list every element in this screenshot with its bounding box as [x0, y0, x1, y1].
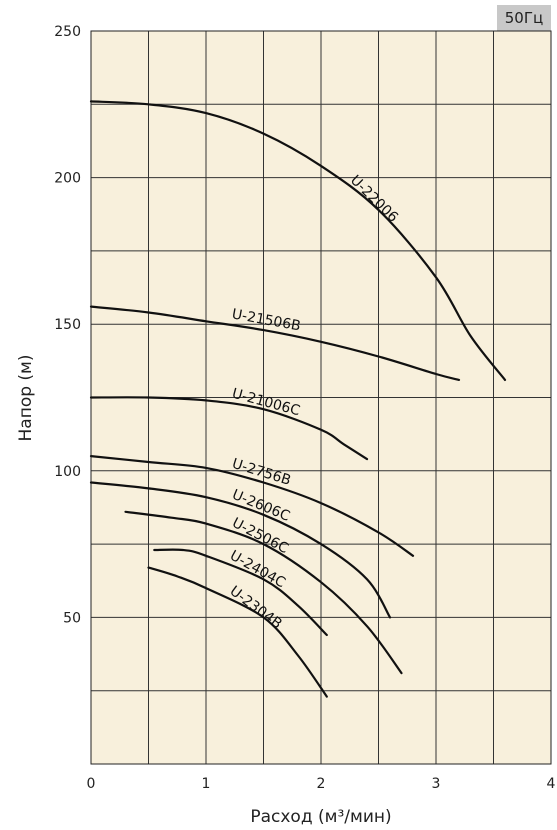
y-tick-label: 100 [54, 464, 81, 480]
y-tick-label: 150 [54, 317, 81, 333]
x-tick-label: 2 [317, 776, 326, 792]
frequency-badge: 50Гц [497, 5, 551, 31]
curve-u-2756b [89, 455, 415, 557]
curve-u-21506b [89, 305, 461, 381]
curve-u-2606c [89, 481, 392, 619]
y-axis-label: Напор (м) [16, 354, 36, 441]
x-tick-label: 3 [432, 776, 441, 792]
y-tick-label: 50 [63, 610, 81, 626]
x-axis-ticks: 0 1 2 3 4 [87, 776, 556, 792]
x-axis-label: Расход (м³/мин) [250, 807, 391, 827]
curve-u-21006c [89, 396, 369, 461]
curve-u-2506c [124, 510, 403, 675]
curve-u-2304b [147, 566, 328, 698]
y-tick-label: 200 [54, 171, 81, 187]
curve-u-22006 [89, 100, 507, 381]
x-tick-label: 4 [547, 776, 556, 792]
curve-u-2404c [153, 548, 328, 637]
x-tick-label: 1 [202, 776, 211, 792]
y-axis-ticks: 50 100 150 200 250 [54, 24, 81, 626]
curves [89, 100, 507, 698]
y-tick-label: 250 [54, 24, 81, 40]
x-tick-label: 0 [87, 776, 96, 792]
